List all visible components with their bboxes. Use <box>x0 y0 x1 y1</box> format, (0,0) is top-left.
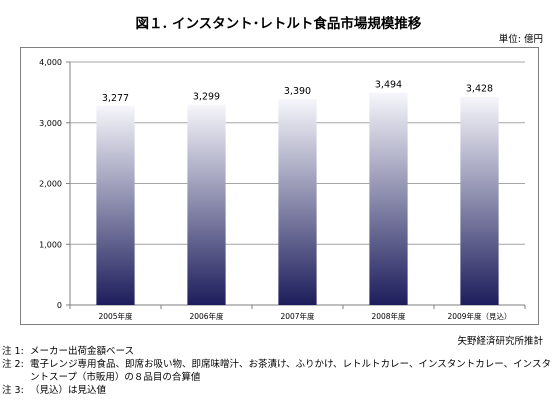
note-3: 注 3: （見込）は見込値 <box>2 384 551 397</box>
note-2-text: 電子レンジ専用食品、即席お吸い物、即席味噌汁、お茶漬け、ふりかけ、レトルトカレー… <box>30 359 551 370</box>
chart-title: 図１. インスタント･レトルト食品市場規模推移 <box>135 16 422 32</box>
y-tick-label: 3,000 <box>39 119 62 128</box>
bars <box>96 92 499 306</box>
x-tick-label: 2008年度 <box>371 311 406 321</box>
note-1: 注 1: メーカー出荷金額ベース <box>2 345 551 358</box>
note-1-text: メーカー出荷金額ベース <box>30 346 135 357</box>
bar-value-label: 3,299 <box>193 92 220 103</box>
chart-frame <box>20 47 539 325</box>
bar <box>96 105 135 306</box>
bar <box>278 99 317 306</box>
y-tick-label: 1,000 <box>39 240 62 249</box>
unit-label: 単位: 億円 <box>498 34 543 45</box>
note-2: 注 2: 電子レンジ専用食品、即席お吸い物、即席味噌汁、お茶漬け、ふりかけ、レトル… <box>2 358 551 371</box>
x-tick-label: 2005年度 <box>98 311 133 321</box>
y-tick-label: 2,000 <box>39 180 62 189</box>
x-tick-label: 2006年度 <box>189 311 224 321</box>
note-1-label: 注 1: <box>2 346 24 357</box>
note-3-label: 注 3: <box>2 385 24 396</box>
notes: 注 1: メーカー出荷金額ベース 注 2: 電子レンジ専用食品、即席お吸い物、即席味… <box>2 345 551 397</box>
bar-value-label: 3,390 <box>284 86 311 97</box>
x-tick-label: 2009年度（見込） <box>447 311 511 321</box>
bar-value-label: 3,428 <box>466 84 493 95</box>
source-credit: 矢野経済研究所推計 <box>457 336 543 347</box>
x-tick-label: 2007年度 <box>280 311 315 321</box>
bar <box>369 92 408 305</box>
bar-value-label: 3,494 <box>375 80 402 91</box>
data-labels: 3,277 3,299 3,390 3,494 3,428 <box>102 80 493 104</box>
note-3-text: （見込）は見込値 <box>30 385 107 396</box>
y-tick-label: 4,000 <box>39 58 62 67</box>
note-2-continuation: ントスープ（市販用）の８品目の合算値 <box>30 372 201 383</box>
bar-value-label: 3,277 <box>102 93 129 104</box>
bar <box>187 104 226 305</box>
y-tick-label: 0 <box>57 301 62 310</box>
note-2-label: 注 2: <box>2 359 24 370</box>
bar <box>460 96 499 306</box>
